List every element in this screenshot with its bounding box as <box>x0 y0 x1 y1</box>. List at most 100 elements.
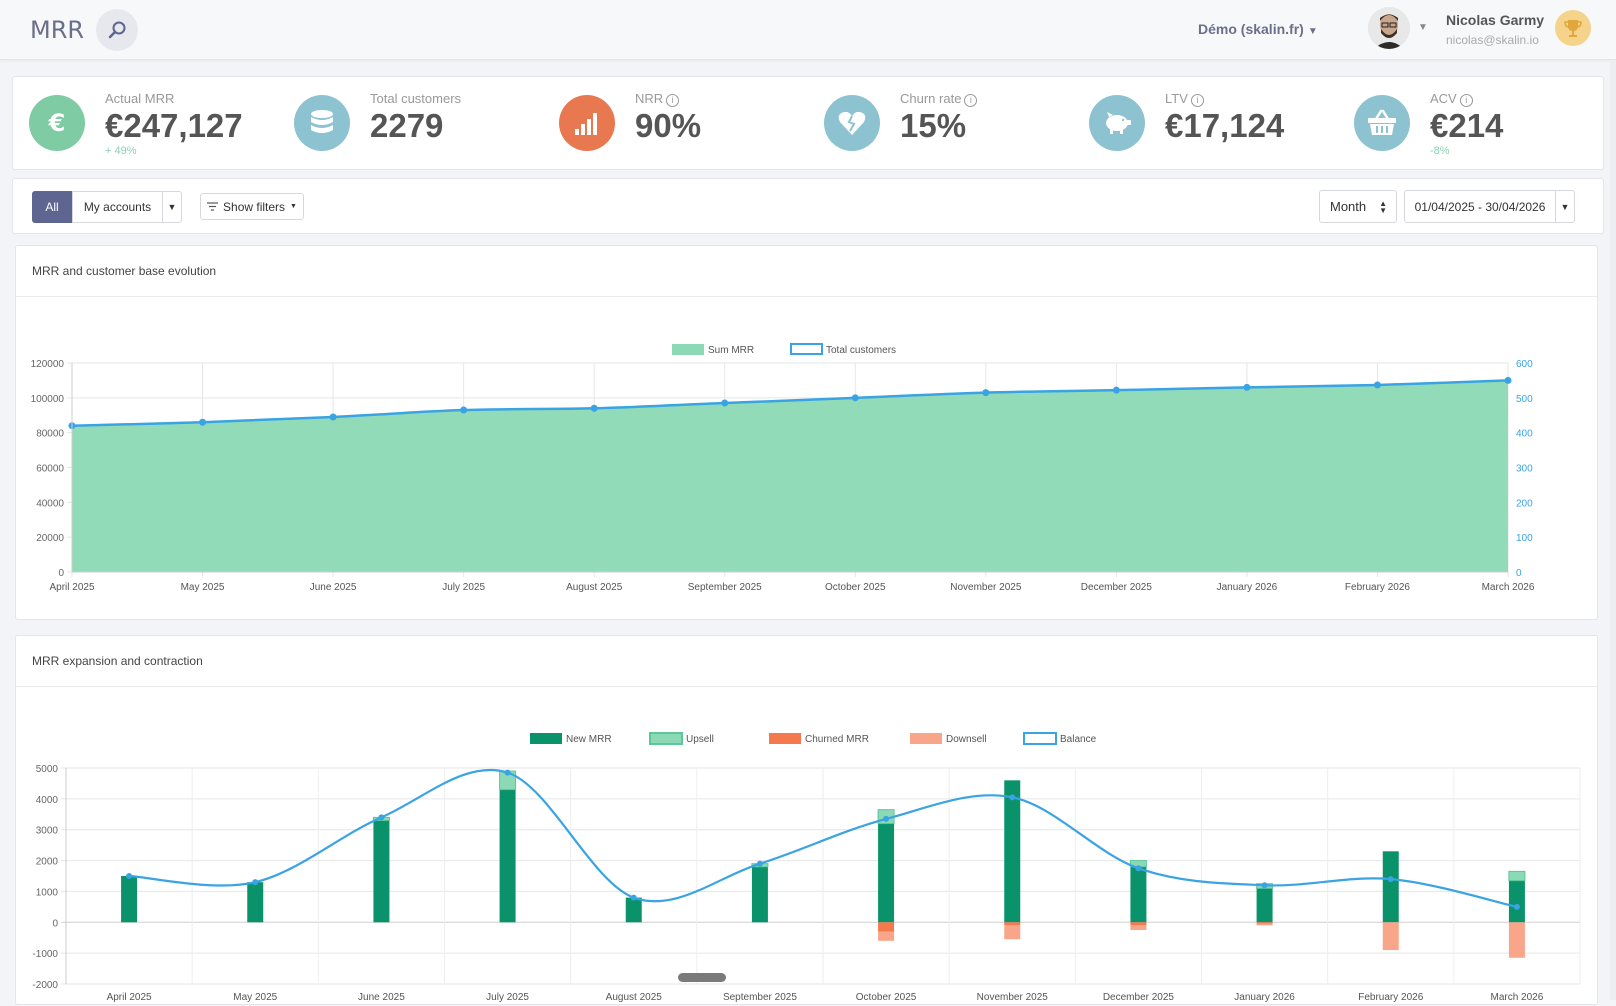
upsell-bar <box>1508 870 1526 882</box>
kpi-label: LTV i <box>1165 91 1204 107</box>
filter-bar: All My accounts ▼ Show filters ▼ Month ▲… <box>12 178 1604 234</box>
y-right-tick-label: 600 <box>1516 359 1533 370</box>
horizontal-scroll-handle[interactable] <box>678 973 726 982</box>
avatar[interactable] <box>1368 7 1410 49</box>
trophy-badge[interactable] <box>1555 10 1591 46</box>
kpi-total-customers: Total customers 2279 <box>278 77 543 171</box>
x-tick-label: May 2025 <box>233 992 277 1003</box>
mrr-evolution-panel: MRR and customer base evolution Sum MRR T… <box>15 245 1598 620</box>
kpi-label: NRR i <box>635 91 680 107</box>
kpi-value: 2279 <box>370 107 444 144</box>
kpi-value: €17,124 <box>1165 107 1285 144</box>
x-tick-label: April 2025 <box>49 582 94 593</box>
x-tick-label: September 2025 <box>723 992 797 1003</box>
y-tick-label: -1000 <box>32 949 58 960</box>
kpi-ltv: LTV i €17,124 <box>1073 77 1338 171</box>
date-range-picker[interactable]: 01/04/2025 - 30/04/2026 <box>1404 190 1556 223</box>
churned-mrr-bar <box>878 922 895 932</box>
info-icon[interactable]: i <box>1459 94 1473 107</box>
basket-icon <box>1354 95 1410 151</box>
legend-swatch-total-customers <box>790 343 823 355</box>
y-right-tick-label: 0 <box>1516 568 1522 579</box>
total-customers-point <box>1112 386 1120 394</box>
kpi-value: 90% <box>635 107 702 144</box>
show-filters-button[interactable]: Show filters ▼ <box>200 193 304 220</box>
info-icon[interactable]: i <box>964 94 978 107</box>
total-customers-point <box>982 389 990 397</box>
new-mrr-bar <box>373 820 390 923</box>
period-select-value: Month <box>1330 199 1367 214</box>
legend-swatch <box>910 733 942 744</box>
mrr-evolution-chart: Sum MRR Total customers 0 20000 40000 60000 80… <box>31 343 1535 593</box>
balance-point <box>1261 882 1268 889</box>
broken-heart-icon <box>824 95 880 151</box>
filter-icon <box>207 202 219 211</box>
organization-selector[interactable]: Démo (skalin.fr) ▼ <box>1198 21 1318 37</box>
balance-point <box>1387 876 1394 883</box>
database-icon <box>294 95 350 151</box>
new-mrr-bar <box>121 876 138 923</box>
churned-mrr-bar <box>1004 922 1021 926</box>
total-customers-point <box>199 418 207 426</box>
y-tick-label: 1000 <box>36 887 59 898</box>
x-tick-label: November 2025 <box>977 992 1049 1003</box>
x-tick-label: July 2025 <box>442 582 485 593</box>
new-mrr-bar <box>878 823 895 923</box>
balance-point <box>1135 865 1142 872</box>
total-customers-line <box>71 379 1509 427</box>
search-icon <box>108 21 126 39</box>
balance-point <box>504 769 511 776</box>
downsell-bar <box>1130 925 1147 930</box>
y-tick-label: 2000 <box>36 857 59 868</box>
downsell-bar <box>1004 925 1021 940</box>
balance-point <box>756 860 763 867</box>
x-tick-label: December 2025 <box>1081 582 1153 593</box>
caret-down-icon: ▼ <box>1560 201 1570 212</box>
my-accounts-button[interactable]: My accounts <box>72 191 163 223</box>
kpi-label-text: NRR <box>635 91 664 106</box>
show-filters-label: Show filters <box>223 199 286 214</box>
all-accounts-button[interactable]: All <box>32 191 72 223</box>
search-button[interactable] <box>96 9 138 51</box>
y-right-tick-label: 300 <box>1516 464 1533 475</box>
legend-swatch <box>1023 732 1057 745</box>
new-mrr-bar <box>1382 851 1399 923</box>
x-tick-label: February 2026 <box>1358 992 1423 1003</box>
y-right-tick-label: 100 <box>1516 533 1533 544</box>
y-tick-label: -2000 <box>32 980 58 991</box>
y-left-tick-label: 120000 <box>31 359 65 370</box>
y-tick-label: 4000 <box>36 795 59 806</box>
mrr-expansion-panel: MRR expansion and contraction New MRR Ups… <box>15 635 1598 1005</box>
new-mrr-bar <box>1256 888 1273 923</box>
legend-label: Balance <box>1060 734 1097 745</box>
kpi-label: ACV i <box>1430 91 1473 107</box>
kpi-value: 15% <box>900 107 967 144</box>
period-select[interactable]: Month ▲ ▼ <box>1319 190 1397 223</box>
x-tick-label: March 2026 <box>1482 582 1535 593</box>
user-email: nicolas@skalin.io <box>1446 33 1539 47</box>
x-tick-label: December 2025 <box>1103 992 1175 1003</box>
user-name: Nicolas Garmy <box>1446 12 1545 28</box>
kpi-label: Churn rate i <box>900 91 978 107</box>
kpi-label-text: LTV <box>1165 91 1188 106</box>
user-menu-chevron-icon[interactable]: ▼ <box>1418 22 1428 33</box>
x-tick-label: June 2025 <box>310 582 357 593</box>
y-left-tick-label: 100000 <box>31 394 65 405</box>
y-right-tick-label: 500 <box>1516 394 1533 405</box>
x-tick-label: April 2025 <box>107 992 152 1003</box>
info-icon[interactable]: i <box>666 94 680 107</box>
kpi-delta: -8% <box>1430 145 1450 157</box>
date-range-dropdown-toggle[interactable]: ▼ <box>1555 190 1575 223</box>
total-customers-point <box>1243 383 1251 391</box>
info-icon[interactable]: i <box>1190 94 1204 107</box>
top-bar: MRR Démo (skalin.fr) ▼ ▼ Nicolas Garmy ni… <box>0 0 1616 60</box>
balance-line <box>129 768 1518 908</box>
accounts-dropdown-toggle[interactable]: ▼ <box>162 191 182 223</box>
legend-label: Sum MRR <box>708 345 754 356</box>
y-right-tick-label: 400 <box>1516 429 1533 440</box>
total-customers-point <box>721 399 729 407</box>
x-tick-label: February 2026 <box>1345 582 1410 593</box>
balance-point <box>378 814 385 821</box>
page-scrollbar[interactable] <box>1610 60 1616 1000</box>
legend-label: Churned MRR <box>805 734 869 745</box>
